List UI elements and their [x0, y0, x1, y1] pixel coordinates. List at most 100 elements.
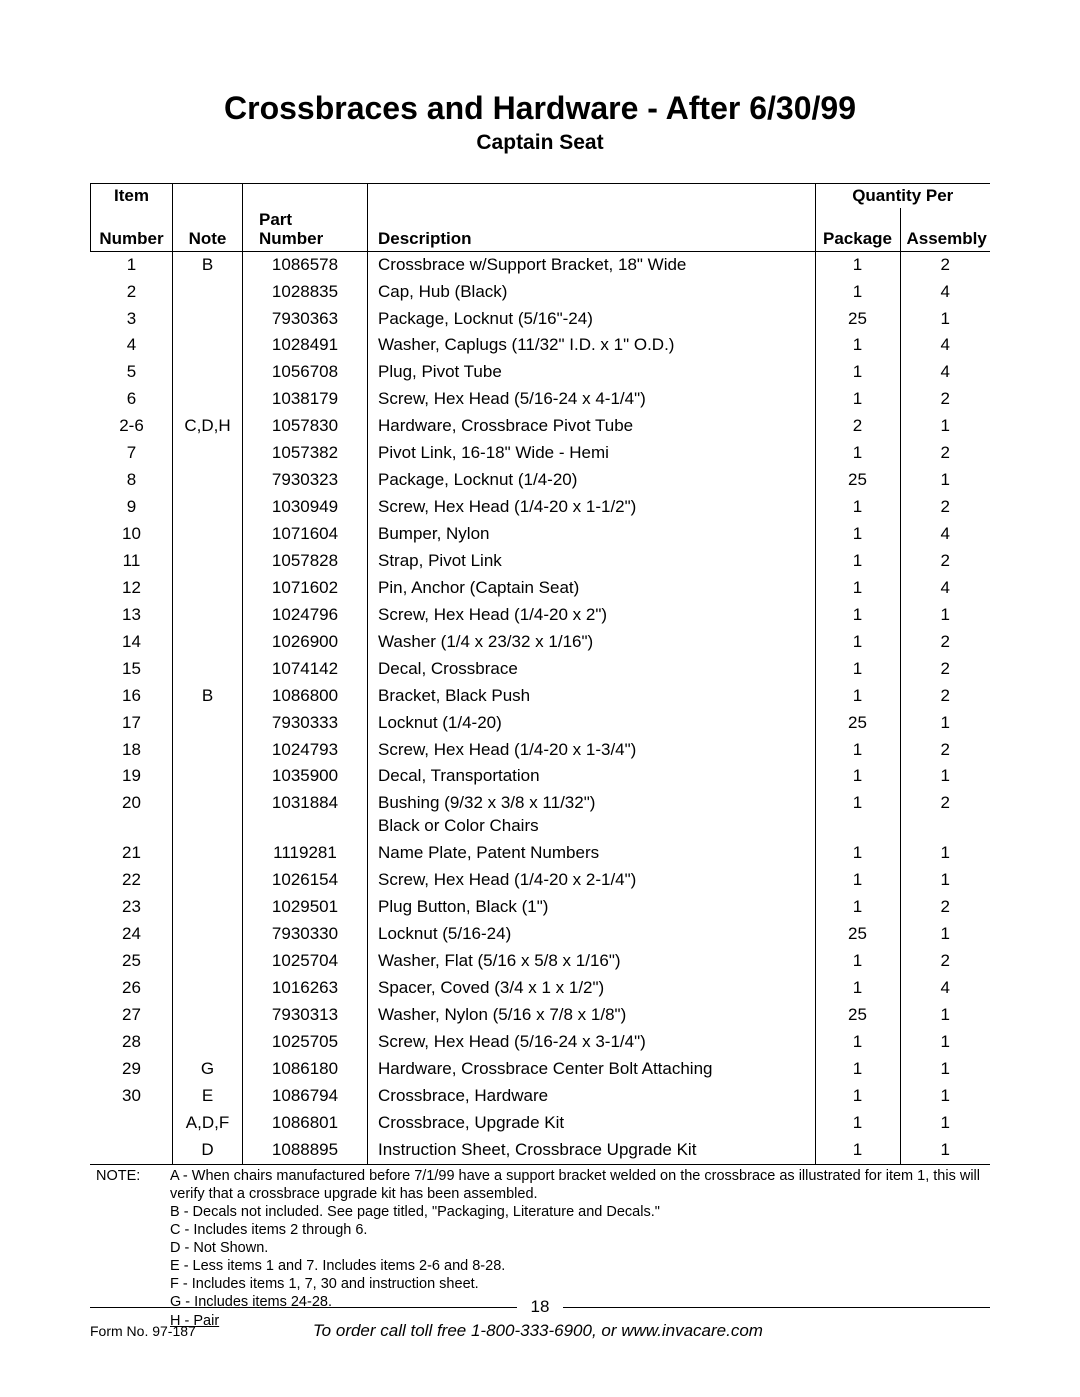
- cell-item: 24: [91, 921, 173, 948]
- page-subtitle: Captain Seat: [90, 131, 990, 155]
- cell-desc: Screw, Hex Head (5/16-24 x 3-1/4"): [368, 1029, 816, 1056]
- page: Crossbraces and Hardware - After 6/30/99…: [0, 0, 1080, 1397]
- cell-desc: Washer, Nylon (5/16 x 7/8 x 1/8"): [368, 1002, 816, 1029]
- cell-part: 7930363: [243, 306, 368, 333]
- cell-item: 12: [91, 575, 173, 602]
- cell-pkg: 25: [815, 306, 900, 333]
- cell-pkg: 1: [815, 251, 900, 278]
- cell-part: 1038179: [243, 386, 368, 413]
- table-row: 30E1086794Crossbrace, Hardware11: [91, 1083, 991, 1110]
- cell-note: [173, 467, 243, 494]
- cell-asm: 2: [900, 894, 990, 921]
- cell-asm: 2: [900, 386, 990, 413]
- table-body: 1B1086578Crossbrace w/Support Bracket, 1…: [91, 251, 991, 1164]
- cell-pkg: 1: [815, 894, 900, 921]
- cell-part: 7930333: [243, 710, 368, 737]
- table-row: 177930333Locknut (1/4-20)251: [91, 710, 991, 737]
- cell-pkg: 1: [815, 575, 900, 602]
- cell-item: 28: [91, 1029, 173, 1056]
- cell-part: 1026900: [243, 629, 368, 656]
- table-row: 29G1086180Hardware, Crossbrace Center Bo…: [91, 1056, 991, 1083]
- cell-item: 6: [91, 386, 173, 413]
- cell-desc: Bracket, Black Push: [368, 683, 816, 710]
- cell-asm: 1: [900, 921, 990, 948]
- cell-part: 1030949: [243, 494, 368, 521]
- cell-desc: Bushing (9/32 x 3/8 x 11/32")Black or Co…: [368, 790, 816, 840]
- cell-desc: Pivot Link, 16-18" Wide - Hemi: [368, 440, 816, 467]
- cell-desc: Plug, Pivot Tube: [368, 359, 816, 386]
- table-row: 211119281Name Plate, Patent Numbers11: [91, 840, 991, 867]
- table-row: 71057382Pivot Link, 16-18" Wide - Hemi12: [91, 440, 991, 467]
- cell-part: 1071604: [243, 521, 368, 548]
- cell-desc: Instruction Sheet, Crossbrace Upgrade Ki…: [368, 1137, 816, 1164]
- cell-part: 1026154: [243, 867, 368, 894]
- cell-part: 1031884: [243, 790, 368, 840]
- cell-desc: Package, Locknut (1/4-20): [368, 467, 816, 494]
- cell-asm: 1: [900, 867, 990, 894]
- table-row: D1088895Instruction Sheet, Crossbrace Up…: [91, 1137, 991, 1164]
- cell-pkg: 1: [815, 840, 900, 867]
- cell-desc: Crossbrace w/Support Bracket, 18" Wide: [368, 251, 816, 278]
- cell-pkg: 25: [815, 921, 900, 948]
- table-row: A,D,F1086801Crossbrace, Upgrade Kit11: [91, 1110, 991, 1137]
- cell-note: [173, 737, 243, 764]
- table-row: 221026154Screw, Hex Head (1/4-20 x 2-1/4…: [91, 867, 991, 894]
- cell-item: 4: [91, 332, 173, 359]
- cell-asm: 4: [900, 332, 990, 359]
- cell-desc: Crossbrace, Hardware: [368, 1083, 816, 1110]
- cell-asm: 1: [900, 1110, 990, 1137]
- cell-part: 1025704: [243, 948, 368, 975]
- cell-note: [173, 602, 243, 629]
- table-row: 91030949Screw, Hex Head (1/4-20 x 1-1/2"…: [91, 494, 991, 521]
- cell-item: 23: [91, 894, 173, 921]
- table-row: 281025705Screw, Hex Head (5/16-24 x 3-1/…: [91, 1029, 991, 1056]
- cell-note: [173, 1029, 243, 1056]
- cell-desc: Screw, Hex Head (5/16-24 x 4-1/4"): [368, 386, 816, 413]
- cell-item: 10: [91, 521, 173, 548]
- cell-item: 14: [91, 629, 173, 656]
- cell-item: 20: [91, 790, 173, 840]
- cell-pkg: 1: [815, 1110, 900, 1137]
- cell-note: [173, 629, 243, 656]
- cell-asm: 4: [900, 975, 990, 1002]
- cell-part: 1088895: [243, 1137, 368, 1164]
- header-pkg: Package: [815, 208, 900, 252]
- cell-asm: 4: [900, 521, 990, 548]
- header-note-top: [173, 184, 243, 208]
- cell-note: G: [173, 1056, 243, 1083]
- cell-part: 1086800: [243, 683, 368, 710]
- cell-note: [173, 656, 243, 683]
- cell-pkg: 2: [815, 413, 900, 440]
- cell-note: [173, 975, 243, 1002]
- cell-asm: 1: [900, 467, 990, 494]
- cell-note: [173, 306, 243, 333]
- table-row: 101071604Bumper, Nylon14: [91, 521, 991, 548]
- cell-item: 1: [91, 251, 173, 278]
- cell-asm: 2: [900, 656, 990, 683]
- table-row: 231029501Plug Button, Black (1")12: [91, 894, 991, 921]
- cell-pkg: 1: [815, 948, 900, 975]
- cell-item: 3: [91, 306, 173, 333]
- header-note: Note: [173, 208, 243, 252]
- header-part-top: [243, 184, 368, 208]
- cell-asm: 1: [900, 763, 990, 790]
- cell-asm: 1: [900, 1083, 990, 1110]
- cell-note: E: [173, 1083, 243, 1110]
- cell-asm: 2: [900, 737, 990, 764]
- cell-desc: Screw, Hex Head (1/4-20 x 1-1/2"): [368, 494, 816, 521]
- cell-part: 1028835: [243, 279, 368, 306]
- cell-desc: Hardware, Crossbrace Center Bolt Attachi…: [368, 1056, 816, 1083]
- cell-item: 26: [91, 975, 173, 1002]
- cell-part: 1035900: [243, 763, 368, 790]
- cell-item: 18: [91, 737, 173, 764]
- cell-asm: 1: [900, 1002, 990, 1029]
- cell-note: [173, 921, 243, 948]
- table-row: 111057828Strap, Pivot Link12: [91, 548, 991, 575]
- cell-asm: 1: [900, 413, 990, 440]
- cell-part: 1024796: [243, 602, 368, 629]
- cell-item: 22: [91, 867, 173, 894]
- cell-asm: 4: [900, 359, 990, 386]
- cell-pkg: 1: [815, 629, 900, 656]
- cell-part: 1074142: [243, 656, 368, 683]
- cell-pkg: 1: [815, 494, 900, 521]
